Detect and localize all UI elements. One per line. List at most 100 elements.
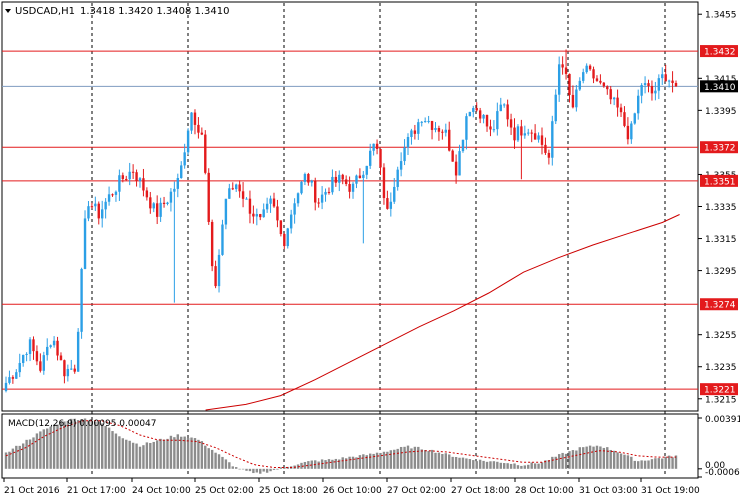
macd-bar — [300, 462, 303, 469]
price-tick-label: 1.3235 — [705, 363, 737, 373]
candle-body — [410, 130, 413, 137]
macd-bar — [272, 468, 276, 470]
macd-bar — [238, 468, 241, 470]
candle-body — [406, 136, 410, 148]
macd-bar — [197, 439, 200, 469]
macd-bar — [138, 446, 142, 469]
candle-body — [399, 161, 403, 170]
price-tick-label: 1.3395 — [705, 107, 737, 117]
macd-bar — [564, 453, 568, 469]
macd-bar — [516, 465, 520, 469]
candle-body — [94, 203, 97, 207]
candle-body — [42, 355, 45, 371]
macd-bar — [276, 468, 279, 470]
candle-body — [176, 177, 179, 189]
macd-bar — [128, 440, 131, 469]
macd-bar — [599, 446, 602, 469]
macd-bar — [348, 456, 351, 469]
macd-label: MACD(12,26,9) 0.00095 0.00047 — [8, 419, 157, 429]
candle-body — [485, 114, 489, 127]
candle-body — [351, 183, 355, 192]
moving-average-line — [205, 214, 680, 411]
macd-bar — [32, 437, 35, 469]
candle-body — [578, 80, 581, 90]
candle-body — [575, 89, 578, 108]
candle-body — [557, 64, 561, 95]
macd-bar — [582, 447, 585, 469]
time-tick-label: 25 Oct 02:00 — [195, 486, 254, 496]
macd-bar — [396, 448, 399, 469]
macd-bar — [145, 442, 149, 469]
macd-bar — [166, 438, 169, 469]
candle-body — [561, 64, 564, 68]
macd-bar — [674, 455, 678, 469]
macd-bar — [485, 461, 489, 469]
level-tag — [700, 383, 738, 396]
macd-bar — [427, 450, 430, 469]
macd-bar — [80, 419, 83, 469]
candle-body — [138, 178, 142, 181]
macd-bar — [269, 468, 272, 472]
macd-bar — [609, 449, 612, 469]
candle-body — [28, 339, 32, 354]
candle-body — [101, 209, 104, 219]
macd-bar — [186, 438, 190, 469]
candle-body — [135, 172, 138, 181]
macd-bar — [619, 453, 623, 469]
candle-body — [571, 94, 575, 108]
candle-body — [118, 175, 121, 192]
candle-body — [489, 126, 492, 130]
time-axis: 21 Oct 2016 21 Oct 17:00 24 Oct 10:00 25 Oc… — [3, 478, 700, 496]
candle-body — [372, 143, 375, 151]
ohlc-readout: 1.3418 1.3420 1.3408 1.3410 — [80, 6, 230, 17]
macd-bar — [245, 468, 248, 471]
candle-body — [111, 194, 114, 196]
macd-bar — [217, 454, 221, 469]
macd-bar — [547, 460, 551, 469]
macd-bar — [661, 458, 664, 469]
candle-body — [307, 173, 310, 183]
candle-body — [262, 209, 265, 218]
macd-bar — [18, 445, 21, 469]
candle-body — [537, 135, 540, 140]
macd-bar — [155, 440, 159, 469]
candle-body — [564, 67, 568, 74]
macd-bar — [35, 433, 39, 469]
candle-body — [241, 191, 245, 199]
macd-bar — [283, 467, 286, 469]
candle-body — [324, 191, 327, 195]
macd-bar — [252, 468, 255, 474]
macd-bar — [637, 461, 640, 469]
candle-body — [169, 191, 173, 203]
macd-bar — [210, 449, 214, 469]
candle-body — [375, 143, 379, 149]
macd-bar — [118, 436, 121, 469]
macd-bar — [334, 458, 338, 469]
candle-body — [46, 346, 49, 356]
macd-bar — [372, 453, 375, 469]
candle-body — [255, 214, 259, 217]
macd-bar — [523, 465, 527, 469]
macd-bar — [70, 418, 73, 469]
candle-body — [396, 169, 399, 187]
macd-bar — [355, 457, 358, 469]
macd-bar — [46, 428, 49, 469]
macd-bar — [204, 445, 207, 469]
candle-body — [159, 202, 162, 217]
candle-body — [338, 174, 341, 183]
candle-body — [386, 198, 389, 209]
macd-bar — [640, 460, 643, 469]
macd-bar — [417, 446, 420, 469]
dropdown-arrow-icon[interactable] — [5, 9, 11, 13]
candle-body — [104, 201, 107, 210]
macd-bar — [162, 439, 166, 469]
macd-bar — [520, 465, 523, 469]
candle-body — [657, 78, 661, 91]
macd-bar — [578, 447, 581, 469]
macd-bar — [159, 438, 162, 469]
candle-body — [595, 78, 599, 81]
time-tick-label: 27 Oct 02:00 — [387, 486, 446, 496]
candle-body — [76, 331, 80, 372]
